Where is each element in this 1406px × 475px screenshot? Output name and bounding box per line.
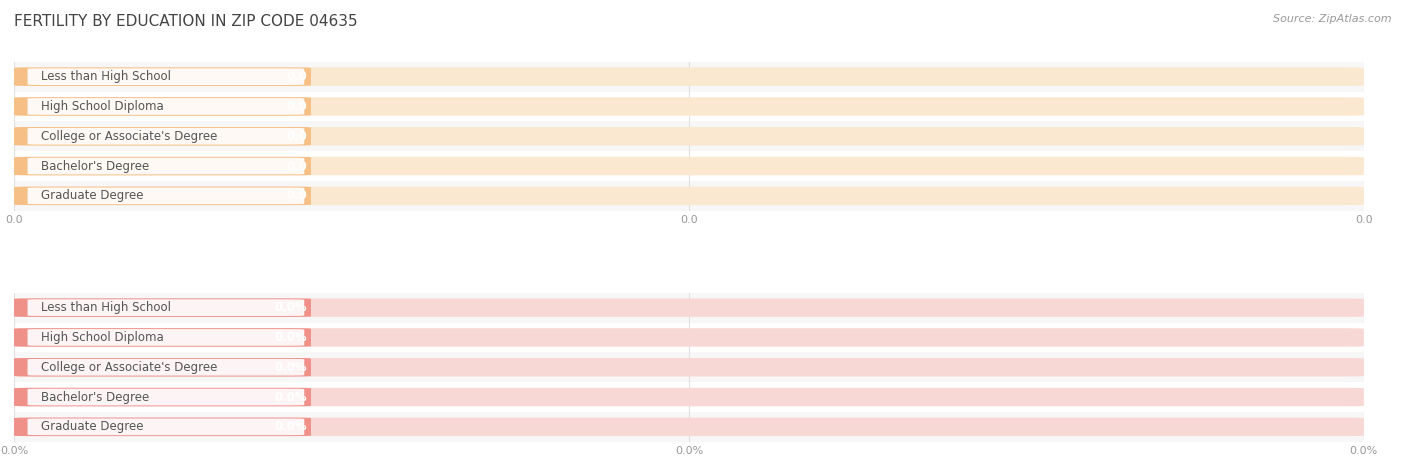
- FancyBboxPatch shape: [14, 127, 311, 145]
- Text: 0.0%: 0.0%: [274, 420, 307, 433]
- Text: College or Associate's Degree: College or Associate's Degree: [41, 130, 218, 143]
- FancyBboxPatch shape: [28, 299, 304, 316]
- Bar: [14, 151, 1364, 181]
- FancyBboxPatch shape: [28, 98, 304, 115]
- FancyBboxPatch shape: [14, 157, 311, 175]
- FancyBboxPatch shape: [14, 418, 1364, 436]
- Bar: [14, 412, 1364, 442]
- Bar: [14, 293, 1364, 323]
- Text: Bachelor's Degree: Bachelor's Degree: [41, 160, 149, 172]
- FancyBboxPatch shape: [14, 97, 311, 116]
- FancyBboxPatch shape: [28, 158, 304, 174]
- FancyBboxPatch shape: [28, 188, 304, 204]
- FancyBboxPatch shape: [14, 328, 311, 347]
- Text: High School Diploma: High School Diploma: [41, 331, 165, 344]
- Text: Bachelor's Degree: Bachelor's Degree: [41, 390, 149, 404]
- Text: College or Associate's Degree: College or Associate's Degree: [41, 361, 218, 374]
- Text: 0.0%: 0.0%: [274, 331, 307, 344]
- Bar: [14, 352, 1364, 382]
- Bar: [14, 181, 1364, 211]
- FancyBboxPatch shape: [28, 128, 304, 144]
- FancyBboxPatch shape: [28, 68, 304, 85]
- Text: 0.0: 0.0: [285, 160, 307, 172]
- Text: High School Diploma: High School Diploma: [41, 100, 165, 113]
- FancyBboxPatch shape: [14, 187, 1364, 205]
- FancyBboxPatch shape: [28, 329, 304, 346]
- FancyBboxPatch shape: [14, 418, 311, 436]
- Text: 0.0%: 0.0%: [274, 361, 307, 374]
- FancyBboxPatch shape: [14, 127, 1364, 145]
- Bar: [14, 382, 1364, 412]
- Text: 0.0%: 0.0%: [274, 301, 307, 314]
- Text: Less than High School: Less than High School: [41, 70, 172, 83]
- FancyBboxPatch shape: [14, 328, 1364, 347]
- FancyBboxPatch shape: [28, 389, 304, 405]
- FancyBboxPatch shape: [28, 418, 304, 435]
- FancyBboxPatch shape: [14, 97, 1364, 116]
- FancyBboxPatch shape: [28, 359, 304, 376]
- FancyBboxPatch shape: [14, 358, 311, 377]
- FancyBboxPatch shape: [14, 187, 311, 205]
- FancyBboxPatch shape: [14, 388, 311, 406]
- FancyBboxPatch shape: [14, 67, 311, 86]
- Text: 0.0: 0.0: [285, 190, 307, 202]
- FancyBboxPatch shape: [14, 358, 1364, 377]
- Text: Graduate Degree: Graduate Degree: [41, 420, 143, 433]
- Text: 0.0: 0.0: [285, 70, 307, 83]
- Bar: [14, 323, 1364, 352]
- Text: Less than High School: Less than High School: [41, 301, 172, 314]
- Text: Graduate Degree: Graduate Degree: [41, 190, 143, 202]
- Text: 0.0%: 0.0%: [274, 390, 307, 404]
- Text: FERTILITY BY EDUCATION IN ZIP CODE 04635: FERTILITY BY EDUCATION IN ZIP CODE 04635: [14, 14, 357, 29]
- FancyBboxPatch shape: [14, 157, 1364, 175]
- Bar: [14, 92, 1364, 121]
- FancyBboxPatch shape: [14, 67, 1364, 86]
- Text: 0.0: 0.0: [285, 100, 307, 113]
- FancyBboxPatch shape: [14, 388, 1364, 406]
- Bar: [14, 62, 1364, 92]
- Bar: [14, 121, 1364, 151]
- Text: Source: ZipAtlas.com: Source: ZipAtlas.com: [1274, 14, 1392, 24]
- FancyBboxPatch shape: [14, 298, 311, 317]
- Text: 0.0: 0.0: [285, 130, 307, 143]
- FancyBboxPatch shape: [14, 298, 1364, 317]
